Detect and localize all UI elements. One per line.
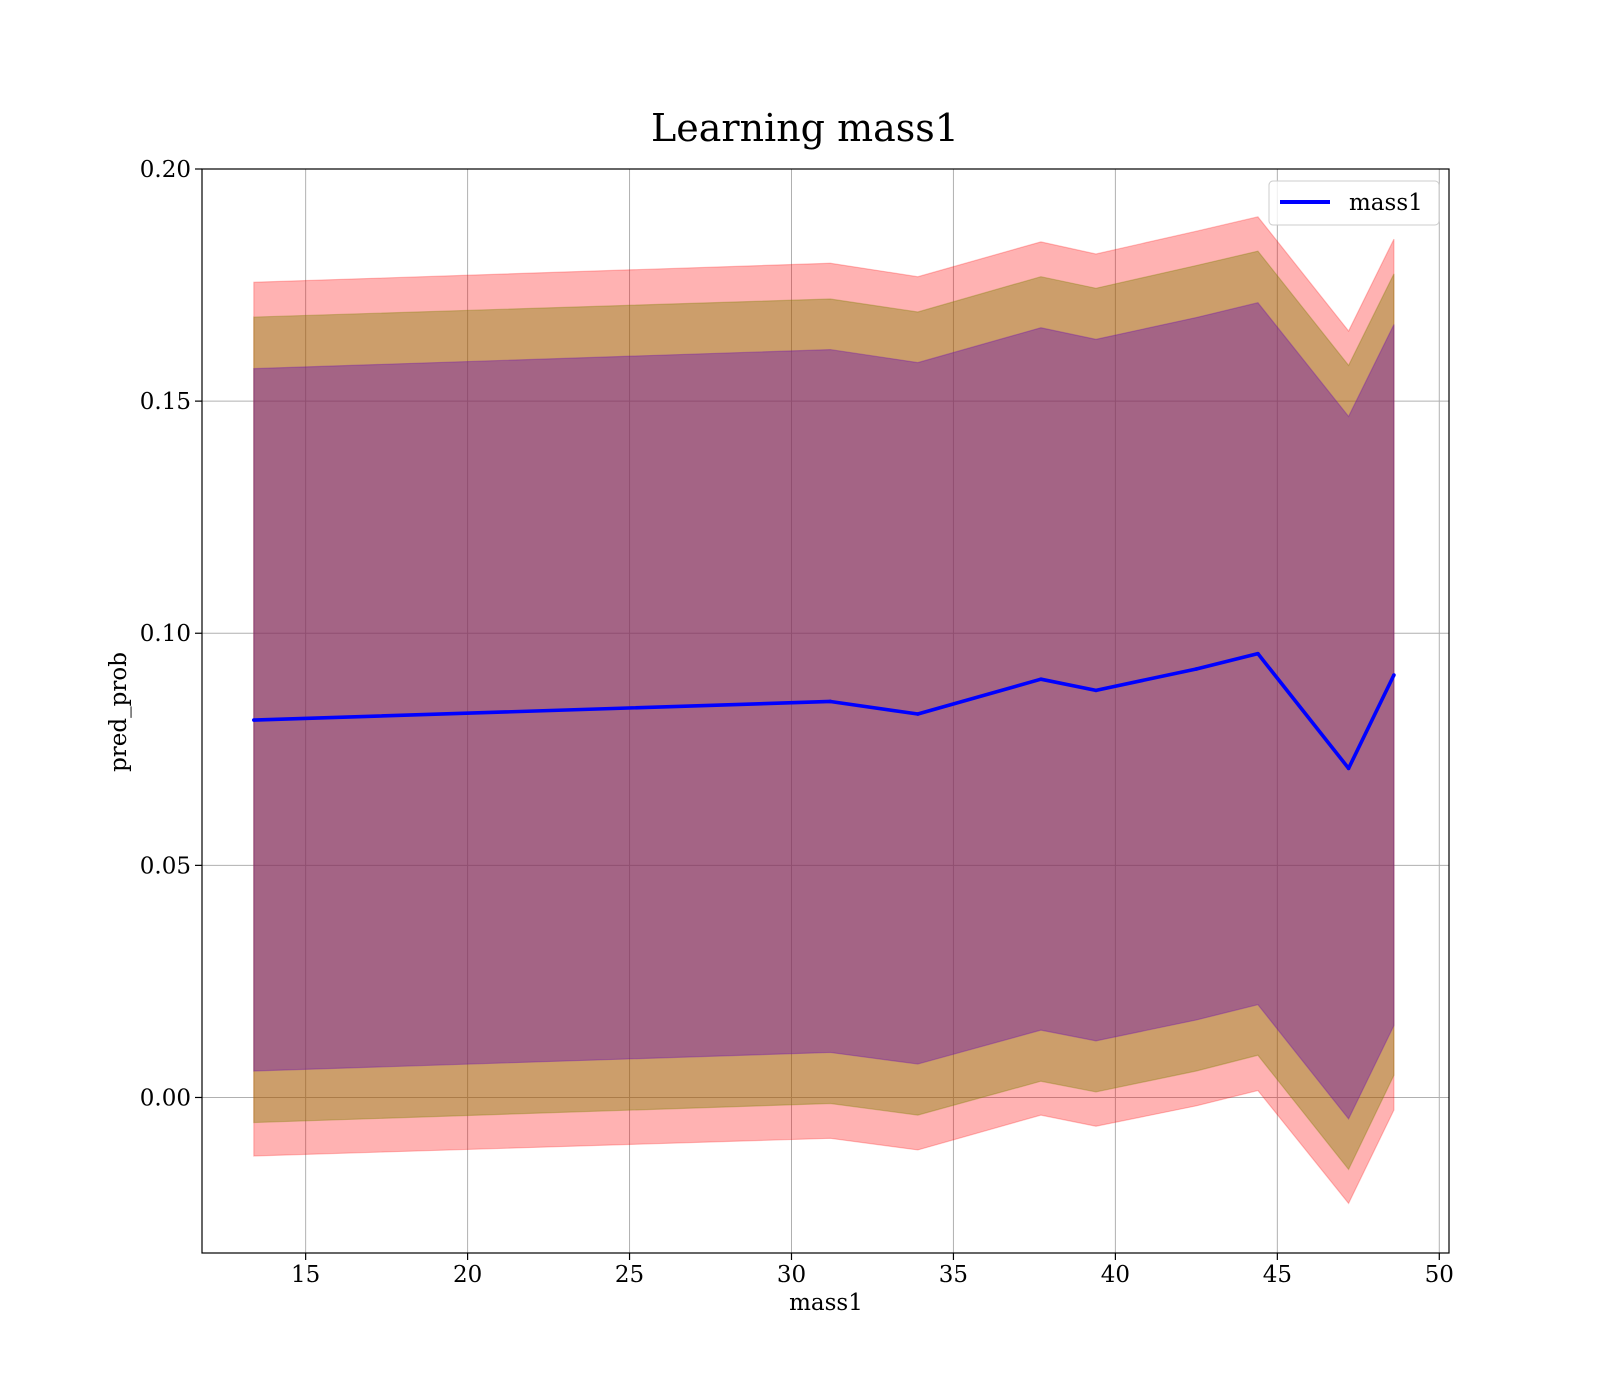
chart-title: Learning mass1: [651, 106, 959, 150]
confidence-band: [253, 250, 1395, 1171]
data-point: [916, 712, 920, 716]
data-point: [252, 718, 256, 722]
x-axis-label: mass1: [789, 1290, 863, 1316]
confidence-band: [253, 302, 1395, 1120]
data-point: [828, 699, 833, 704]
confidence-band: [253, 216, 1395, 1205]
y-tick-label: 0.00: [140, 1085, 191, 1111]
x-tick-label: 25: [615, 1262, 644, 1288]
y-axis-label: pred_prob: [106, 652, 132, 772]
data-point: [1392, 673, 1396, 677]
y-tick-label: 0.15: [140, 389, 191, 415]
x-tick-label: 35: [939, 1262, 968, 1288]
data-point: [1039, 677, 1043, 681]
x-tick-label: 15: [291, 1262, 320, 1288]
series-lines: [252, 651, 1396, 771]
axis-ticks: 15 20 25 30 35 40 45 50 0.00 0.05 0.10 0.15 0.20: [140, 157, 1454, 1288]
y-tick-label: 0.10: [140, 621, 191, 647]
legend-box: [1268, 180, 1440, 226]
data-point: [1256, 651, 1260, 656]
x-tick-label: 50: [1425, 1262, 1454, 1288]
x-tick-label: 40: [1101, 1262, 1130, 1288]
confidence-bands: [253, 216, 1395, 1205]
y-tick-label: 0.05: [140, 853, 191, 879]
data-point: [1346, 766, 1351, 771]
x-tick-label: 30: [777, 1262, 806, 1288]
plot-frame: [201, 168, 1450, 1254]
y-tick-label: 0.20: [140, 157, 191, 183]
legend: mass1: [1268, 180, 1440, 226]
x-tick-label: 45: [1263, 1262, 1292, 1288]
x-tick-label: 20: [453, 1262, 482, 1288]
legend-label: mass1: [1349, 190, 1423, 216]
data-point: [1094, 688, 1098, 693]
data-point: [1194, 667, 1199, 671]
